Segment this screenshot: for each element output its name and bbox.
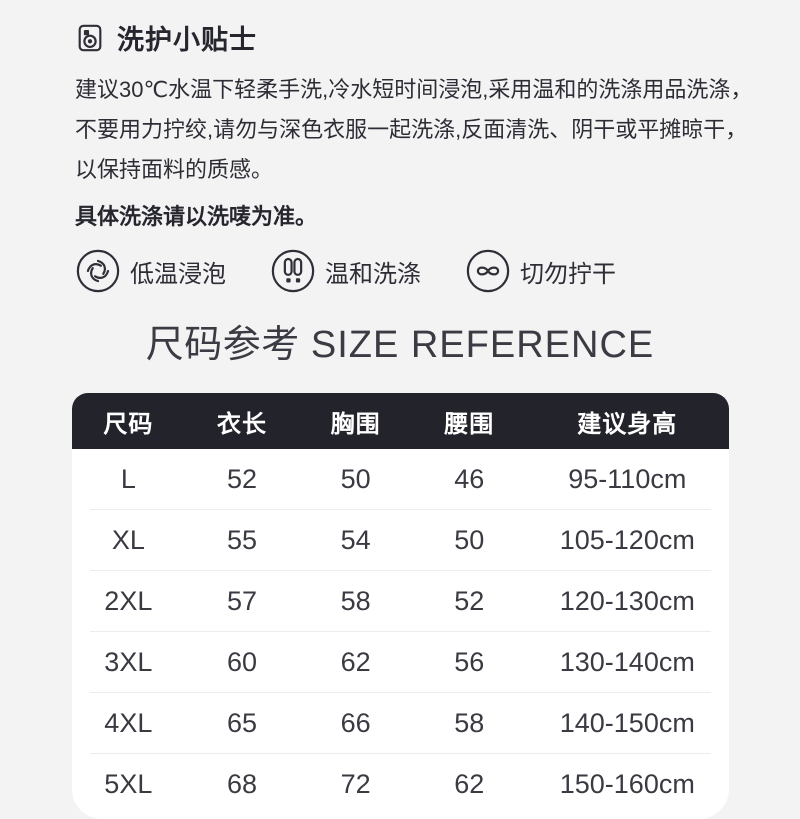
size-title-en: SIZE REFERENCE <box>310 324 655 366</box>
size-cell: 68 <box>226 768 257 799</box>
size-cell: 120-130cm <box>559 585 695 616</box>
row-divider <box>89 509 711 511</box>
size-table-row: 4XL 65 66 58 140-150cm <box>72 693 729 753</box>
care-icon-label: 低温浸泡 <box>130 260 226 288</box>
size-cell: 72 <box>340 768 371 799</box>
size-cell: 58 <box>340 585 371 616</box>
care-title: 洗护小贴士 <box>117 25 257 55</box>
size-cell: 5XL <box>104 768 153 799</box>
size-table-card: 尺码 衣长 胸围 腰围 建议身高 L 52 50 46 95-110cm XL … <box>71 393 729 819</box>
care-icon-item-low-temp: 低温浸泡 <box>75 248 226 294</box>
size-cell: 58 <box>454 707 485 738</box>
size-cell: 66 <box>340 707 371 738</box>
size-cell: 52 <box>454 585 485 616</box>
row-divider <box>89 631 711 633</box>
care-header: 洗护小贴士 <box>75 18 728 57</box>
size-table-row: 2XL 57 58 52 120-130cm <box>72 571 729 631</box>
size-reference-title: 尺码参考 SIZE REFERENCE <box>0 313 800 368</box>
care-icon-item-no-wring: 切勿拧干 <box>465 248 616 294</box>
row-divider <box>89 570 711 572</box>
care-section: 洗护小贴士 建议30℃水温下轻柔手洗,冷水短时间浸泡,采用温和的洗涤用品洗涤， … <box>0 0 800 294</box>
size-cell: 57 <box>226 585 257 616</box>
size-cell: 3XL <box>104 646 153 677</box>
row-divider <box>89 753 711 755</box>
size-cell: 54 <box>340 524 371 555</box>
size-title-cn: 尺码参考 <box>145 324 300 366</box>
size-table-row: 3XL 60 62 56 130-140cm <box>72 632 729 692</box>
size-table-header: 腰围 <box>444 410 495 438</box>
size-cell: 62 <box>454 768 485 799</box>
size-cell: 105-120cm <box>559 524 695 555</box>
size-cell: 50 <box>340 463 371 494</box>
row-divider <box>89 692 711 694</box>
washing-machine-icon <box>78 24 102 51</box>
care-note: 具体洗涤请以洗唛为准。 <box>75 204 318 229</box>
care-instructions: 建议30℃水温下轻柔手洗,冷水短时间浸泡,采用温和的洗涤用品洗涤， 不要用力拧绞… <box>75 70 753 190</box>
size-table-row: XL 55 54 50 105-120cm <box>72 510 729 570</box>
care-line: 以保持面料的质感。 <box>75 157 274 182</box>
size-cell: 60 <box>226 646 257 677</box>
size-cell: 56 <box>454 646 485 677</box>
size-table-row: 5XL 68 72 62 150-160cm <box>72 754 729 814</box>
size-table-header: 衣长 <box>216 410 267 438</box>
size-cell: L <box>120 463 136 494</box>
size-cell: 52 <box>226 463 257 494</box>
care-icon-label: 切勿拧干 <box>520 260 616 288</box>
size-cell: 140-150cm <box>559 707 695 738</box>
size-cell: 4XL <box>104 707 153 738</box>
gentle-wash-icon <box>271 249 315 293</box>
size-cell: XL <box>111 524 145 555</box>
size-cell: 50 <box>454 524 485 555</box>
size-cell: 2XL <box>104 585 153 616</box>
size-table-header-row: 尺码 衣长 胸围 腰围 建议身高 <box>71 393 729 450</box>
care-line: 建议30℃水温下轻柔手洗,冷水短时间浸泡,采用温和的洗涤用品洗涤， <box>75 77 753 102</box>
care-icon-item-gentle-wash: 温和洗涤 <box>270 248 421 294</box>
size-cell: 62 <box>340 646 371 677</box>
size-cell: 65 <box>226 707 257 738</box>
size-table-header: 胸围 <box>330 410 381 438</box>
size-table-header: 尺码 <box>103 410 154 438</box>
size-cell: 95-110cm <box>568 463 687 494</box>
size-table-row: L 52 50 46 95-110cm <box>72 449 729 509</box>
care-icons-row: 低温浸泡 温和洗涤 切勿拧干 <box>75 248 728 294</box>
size-cell: 130-140cm <box>559 646 695 677</box>
size-table-header: 建议身高 <box>577 410 678 438</box>
infinity-no-wring-icon <box>466 249 510 293</box>
care-icon-label: 温和洗涤 <box>325 260 421 288</box>
swirl-soak-icon <box>76 249 120 293</box>
size-cell: 150-160cm <box>559 768 695 799</box>
care-line: 不要用力拧绞,请勿与深色衣服一起洗涤,反面清洗、阴干或平摊晾干， <box>75 117 748 142</box>
size-cell: 46 <box>454 463 485 494</box>
size-cell: 55 <box>226 524 257 555</box>
